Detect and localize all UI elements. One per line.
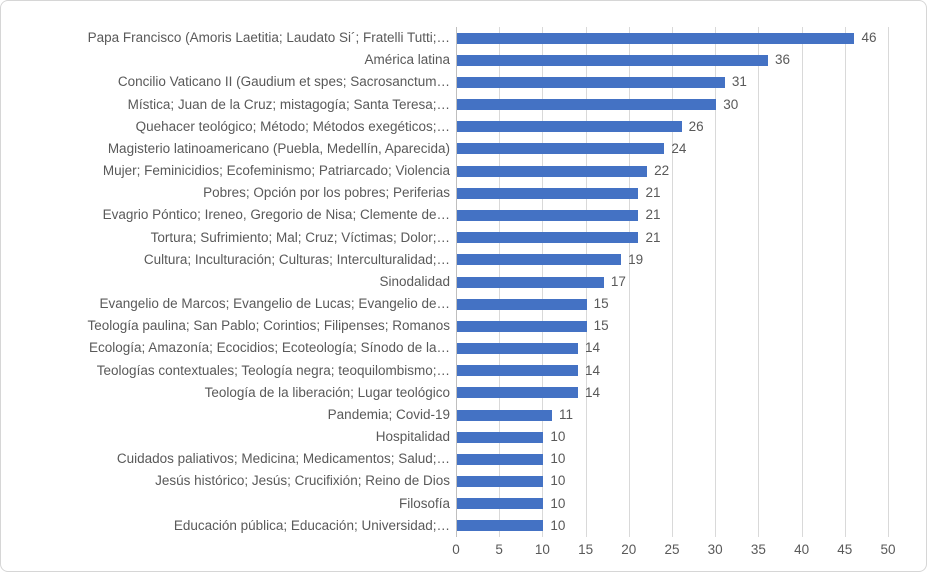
category-label: Mujer; Feminicidios; Ecofeminismo; Patri… bbox=[102, 163, 450, 179]
value-label: 14 bbox=[584, 384, 600, 400]
category-label: Papa Francisco (Amoris Laetitia; Laudato… bbox=[87, 30, 450, 45]
value-label: 10 bbox=[550, 429, 566, 445]
category-label: Filosofía bbox=[398, 495, 450, 511]
gridline bbox=[801, 27, 803, 537]
category-label: Pandemia; Covid-19 bbox=[327, 406, 450, 422]
x-axis-tick-label: 40 bbox=[794, 542, 810, 557]
value-label: 14 bbox=[584, 340, 600, 356]
gridline bbox=[844, 27, 846, 537]
bar bbox=[457, 121, 682, 133]
bar bbox=[457, 32, 855, 44]
gridline bbox=[628, 27, 630, 537]
value-label: 24 bbox=[671, 140, 687, 156]
bar bbox=[457, 254, 622, 266]
bar bbox=[457, 453, 544, 465]
bar bbox=[457, 298, 587, 310]
value-label: 21 bbox=[645, 185, 661, 201]
bar bbox=[457, 276, 604, 288]
value-label: 10 bbox=[550, 473, 566, 489]
category-label: Sinodalidad bbox=[379, 273, 450, 289]
category-label: Teología de la liberación; Lugar teológi… bbox=[204, 384, 450, 400]
x-axis-tick-label: 50 bbox=[880, 542, 896, 557]
bar bbox=[457, 387, 578, 399]
bar bbox=[457, 209, 639, 221]
category-label: Cuidados paliativos; Medicina; Medicamen… bbox=[116, 451, 450, 467]
bar bbox=[457, 431, 544, 443]
bar bbox=[457, 54, 769, 66]
gridline bbox=[888, 27, 889, 537]
value-label: 46 bbox=[861, 30, 877, 45]
bar bbox=[457, 76, 725, 88]
bar bbox=[457, 187, 639, 199]
category-label: América latina bbox=[364, 52, 450, 68]
x-axis-tick-label: 30 bbox=[707, 542, 723, 557]
value-label: 21 bbox=[645, 229, 661, 245]
bar bbox=[457, 99, 717, 111]
value-label: 26 bbox=[688, 118, 704, 134]
category-label: Hospitalidad bbox=[375, 429, 450, 445]
bar bbox=[457, 498, 544, 510]
category-label: Teologías contextuales; Teología negra; … bbox=[96, 362, 450, 378]
bar bbox=[457, 343, 578, 355]
bar bbox=[457, 409, 553, 421]
x-axis-tick-label: 0 bbox=[452, 542, 460, 557]
value-label: 10 bbox=[550, 517, 566, 533]
x-axis-tick-label: 15 bbox=[578, 542, 594, 557]
bar bbox=[457, 320, 587, 332]
value-label: 14 bbox=[584, 362, 600, 378]
x-axis-tick-label: 20 bbox=[621, 542, 637, 557]
value-label: 30 bbox=[723, 96, 739, 112]
x-axis-tick-label: 35 bbox=[750, 542, 766, 557]
category-label: Educación pública; Educación; Universida… bbox=[173, 517, 450, 533]
gridline bbox=[715, 27, 717, 537]
value-label: 17 bbox=[610, 273, 626, 289]
category-label: Quehacer teológico; Método; Métodos exeg… bbox=[135, 118, 450, 134]
category-label: Cultura; Inculturación; Culturas; Interc… bbox=[143, 251, 450, 267]
value-label: 15 bbox=[593, 296, 609, 312]
category-label: Mística; Juan de la Cruz; mistagogía; Sa… bbox=[127, 96, 450, 112]
value-label: 22 bbox=[654, 163, 670, 179]
category-label: Pobres; Opción por los pobres; Periferia… bbox=[203, 185, 450, 201]
category-label: Tortura; Sufrimiento; Mal; Cruz; Víctima… bbox=[150, 229, 450, 245]
value-label: 31 bbox=[731, 74, 747, 90]
bar bbox=[457, 165, 648, 177]
category-label: Evangelio de Marcos; Evangelio de Lucas;… bbox=[99, 296, 450, 312]
gridline bbox=[758, 27, 760, 537]
bar bbox=[457, 232, 639, 244]
bar bbox=[457, 476, 544, 488]
value-label: 21 bbox=[645, 207, 661, 223]
bar bbox=[457, 365, 578, 377]
gridline bbox=[672, 27, 673, 537]
x-axis-tick-label: 5 bbox=[495, 542, 503, 557]
value-label: 10 bbox=[550, 495, 566, 511]
category-axis-line bbox=[456, 27, 457, 537]
category-label: Evagrio Póntico; Ireneo, Gregorio de Nis… bbox=[102, 207, 450, 223]
x-axis-tick-label: 10 bbox=[534, 542, 550, 557]
value-label: 10 bbox=[550, 451, 566, 467]
value-label: 15 bbox=[593, 318, 609, 334]
category-label: Ecología; Amazonía; Ecocidios; Ecoteolog… bbox=[89, 340, 450, 356]
x-axis-tick-label: 45 bbox=[837, 542, 853, 557]
category-label: Concilio Vaticano II (Gaudium et spes; S… bbox=[117, 74, 450, 90]
bar bbox=[457, 143, 665, 155]
bar bbox=[457, 520, 544, 532]
value-label: 11 bbox=[559, 406, 574, 422]
category-label: Jesús histórico; Jesús; Crucifixión; Rei… bbox=[155, 473, 450, 489]
value-label: 19 bbox=[628, 251, 644, 267]
value-label: 36 bbox=[775, 52, 791, 68]
x-axis-tick-label: 25 bbox=[664, 542, 680, 557]
category-label: Magisterio latinoamericano (Puebla, Mede… bbox=[107, 140, 450, 156]
category-label: Teología paulina; San Pablo; Corintios; … bbox=[87, 318, 450, 334]
